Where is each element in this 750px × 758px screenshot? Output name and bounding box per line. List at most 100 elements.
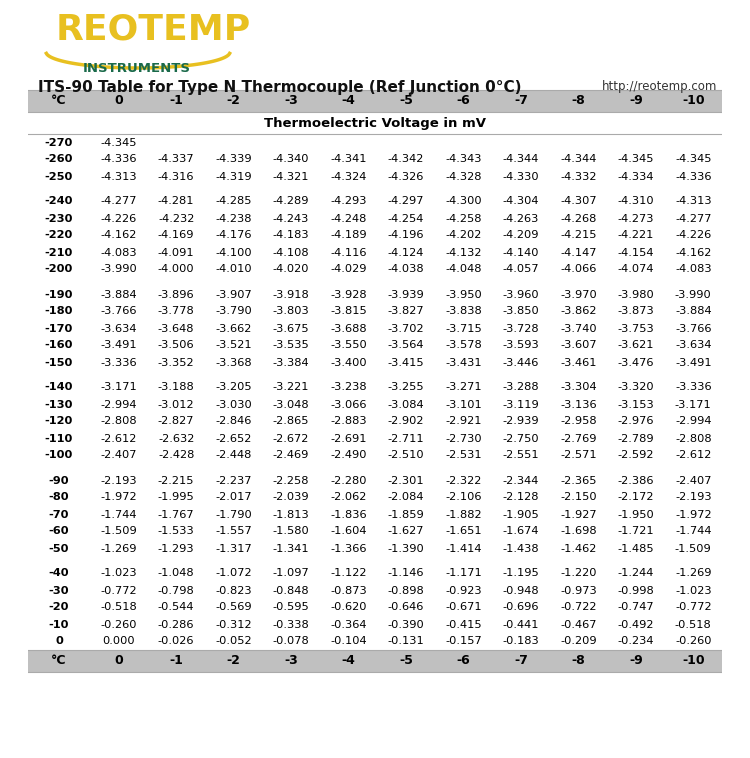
Text: -2.730: -2.730 xyxy=(446,434,482,443)
Text: -3.221: -3.221 xyxy=(273,383,309,393)
Text: -0.772: -0.772 xyxy=(100,585,137,596)
Text: -0.747: -0.747 xyxy=(617,603,654,612)
Text: -60: -60 xyxy=(49,527,69,537)
Text: -0.848: -0.848 xyxy=(273,585,310,596)
Text: -2.301: -2.301 xyxy=(388,475,424,486)
Text: -3.564: -3.564 xyxy=(388,340,424,350)
Text: -3.136: -3.136 xyxy=(560,399,597,409)
Text: -4.277: -4.277 xyxy=(675,214,712,224)
Text: -4.116: -4.116 xyxy=(330,248,367,258)
Text: -1.023: -1.023 xyxy=(100,568,137,578)
Text: -1.580: -1.580 xyxy=(273,527,310,537)
Text: -0.026: -0.026 xyxy=(158,637,194,647)
Text: -0.518: -0.518 xyxy=(675,619,712,629)
Text: -1.390: -1.390 xyxy=(388,543,424,553)
Text: -3.476: -3.476 xyxy=(617,358,654,368)
Text: -3.368: -3.368 xyxy=(215,358,252,368)
Text: -3.188: -3.188 xyxy=(158,383,194,393)
Text: -0.973: -0.973 xyxy=(560,585,597,596)
Text: -3.766: -3.766 xyxy=(675,324,712,334)
Text: REOTEMP: REOTEMP xyxy=(56,12,251,46)
Text: -0.260: -0.260 xyxy=(675,637,712,647)
Text: -3: -3 xyxy=(284,95,298,108)
Text: -1.627: -1.627 xyxy=(388,527,424,537)
Text: -2.672: -2.672 xyxy=(273,434,309,443)
Text: -200: -200 xyxy=(45,265,74,274)
Text: -4.328: -4.328 xyxy=(446,171,482,181)
Text: -1.509: -1.509 xyxy=(100,527,137,537)
Text: -2.827: -2.827 xyxy=(158,416,194,427)
Text: -2.407: -2.407 xyxy=(100,450,137,461)
Text: -1.744: -1.744 xyxy=(100,509,137,519)
Text: N: N xyxy=(724,365,748,393)
Text: -1.317: -1.317 xyxy=(215,543,252,553)
Text: -1.604: -1.604 xyxy=(330,527,367,537)
Text: -4.343: -4.343 xyxy=(446,155,482,164)
Text: -210: -210 xyxy=(45,248,74,258)
Text: -6: -6 xyxy=(457,95,470,108)
Text: -1.813: -1.813 xyxy=(273,509,310,519)
Text: -4.340: -4.340 xyxy=(273,155,309,164)
Text: -4.304: -4.304 xyxy=(503,196,539,206)
Text: -3.491: -3.491 xyxy=(100,340,137,350)
Text: -3.970: -3.970 xyxy=(560,290,597,299)
Text: -4.285: -4.285 xyxy=(215,196,252,206)
Text: -0.234: -0.234 xyxy=(617,637,654,647)
Text: -2.994: -2.994 xyxy=(675,416,712,427)
Text: -4.344: -4.344 xyxy=(560,155,596,164)
Text: -3.304: -3.304 xyxy=(560,383,597,393)
Text: -4.108: -4.108 xyxy=(273,248,310,258)
Text: -3.790: -3.790 xyxy=(215,306,252,317)
Text: -3.415: -3.415 xyxy=(388,358,424,368)
Text: -4.221: -4.221 xyxy=(618,230,654,240)
Text: -2.365: -2.365 xyxy=(560,475,596,486)
Text: -1.698: -1.698 xyxy=(560,527,597,537)
Text: -100: -100 xyxy=(45,450,74,461)
Text: -3.873: -3.873 xyxy=(617,306,654,317)
Text: -2.448: -2.448 xyxy=(215,450,252,461)
Text: -2.531: -2.531 xyxy=(446,450,482,461)
Text: -1.171: -1.171 xyxy=(445,568,482,578)
Text: -3.907: -3.907 xyxy=(215,290,252,299)
Text: -240: -240 xyxy=(45,196,74,206)
Text: -1.995: -1.995 xyxy=(158,493,194,503)
Text: -4.196: -4.196 xyxy=(388,230,424,240)
Text: -3.740: -3.740 xyxy=(560,324,597,334)
Text: -3.066: -3.066 xyxy=(330,399,367,409)
Text: -1.882: -1.882 xyxy=(446,509,482,519)
Text: -2.612: -2.612 xyxy=(675,450,712,461)
Text: -3.255: -3.255 xyxy=(388,383,424,393)
Text: N: N xyxy=(2,365,26,393)
Text: -30: -30 xyxy=(49,585,69,596)
Text: -3.171: -3.171 xyxy=(100,383,137,393)
Text: -1.462: -1.462 xyxy=(560,543,596,553)
Text: -2.976: -2.976 xyxy=(617,416,654,427)
Text: -0.873: -0.873 xyxy=(330,585,367,596)
Text: -3.884: -3.884 xyxy=(675,306,712,317)
Text: -3.336: -3.336 xyxy=(675,383,712,393)
Text: -4.100: -4.100 xyxy=(215,248,252,258)
Text: -4.038: -4.038 xyxy=(388,265,424,274)
Text: -2.344: -2.344 xyxy=(503,475,539,486)
Text: -4.268: -4.268 xyxy=(560,214,596,224)
Text: -1.651: -1.651 xyxy=(446,527,482,537)
Text: -1.790: -1.790 xyxy=(215,509,252,519)
Text: -3.320: -3.320 xyxy=(617,383,654,393)
Text: -4.238: -4.238 xyxy=(215,214,252,224)
Text: -2.571: -2.571 xyxy=(560,450,597,461)
Text: -4.000: -4.000 xyxy=(158,265,194,274)
Text: -3.960: -3.960 xyxy=(503,290,539,299)
Text: -2.921: -2.921 xyxy=(446,416,482,427)
Text: -50: -50 xyxy=(49,543,69,553)
Text: -0.772: -0.772 xyxy=(675,603,712,612)
Text: -3.675: -3.675 xyxy=(273,324,310,334)
Text: -4.293: -4.293 xyxy=(330,196,367,206)
Text: -3.648: -3.648 xyxy=(158,324,194,334)
Text: ITS-90 Table for Type N Thermocouple (Ref Junction 0°C): ITS-90 Table for Type N Thermocouple (Re… xyxy=(38,80,521,95)
Text: -1.366: -1.366 xyxy=(330,543,367,553)
Text: -3.862: -3.862 xyxy=(560,306,596,317)
Text: -2.084: -2.084 xyxy=(388,493,424,503)
Text: -1.220: -1.220 xyxy=(560,568,596,578)
Text: -3.928: -3.928 xyxy=(330,290,367,299)
Text: -1.097: -1.097 xyxy=(273,568,310,578)
